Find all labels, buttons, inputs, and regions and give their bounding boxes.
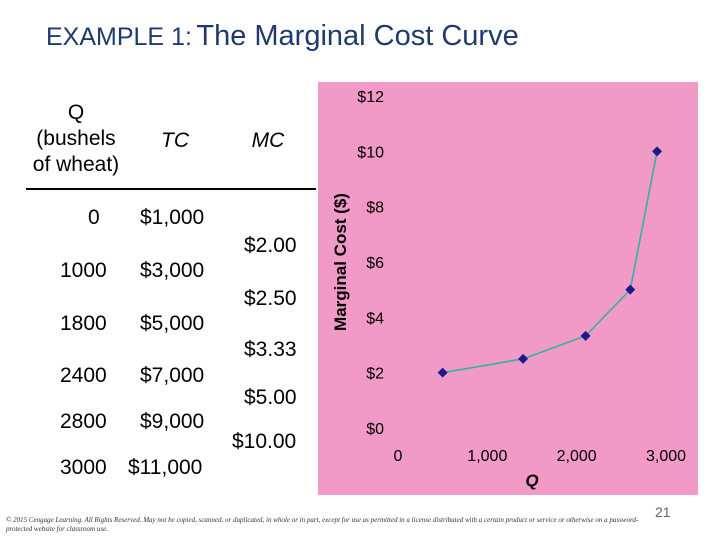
x-tick-label-1: 1,000 (467, 448, 507, 465)
y-tick-label-3: $6 (366, 255, 384, 272)
mc-value-1: $2.00 (244, 234, 297, 257)
slide-title: EXAMPLE 1: The Marginal Cost Curve (46, 20, 519, 53)
header-rule (26, 188, 316, 190)
mc-value-2: $2.50 (244, 287, 297, 310)
copyright-footer: © 2015 Cengage Learning. All Rights Rese… (6, 516, 639, 533)
header-q-unit-1: (bushels (36, 127, 116, 150)
x-tick-label-3: 3,000 (646, 448, 686, 465)
mc-curve-line (442, 151, 658, 374)
y-tick-label-0: $0 (366, 421, 384, 438)
row-5-q: 3000 (60, 456, 107, 479)
row-5-tc: $11,000 (128, 456, 203, 479)
header-q-symbol: Q (67, 101, 85, 124)
y-tick-label-6: $12 (357, 89, 384, 106)
data-point-4 (652, 146, 663, 157)
row-2-q: 1800 (60, 312, 107, 335)
row-2-tc: $5,000 (140, 312, 205, 335)
data-point-2 (580, 330, 591, 341)
header-q-unit-2: of wheat) (32, 153, 120, 176)
header-mc: MC (251, 129, 285, 152)
header-q: Q (bushels of wheat) (22, 100, 130, 178)
x-tick-label-0: 0 (394, 448, 403, 465)
row-1-q: 1000 (60, 259, 107, 282)
x-tick-label-2: 2,000 (557, 448, 597, 465)
chart-panel (318, 82, 698, 495)
row-3-tc: $7,000 (140, 364, 205, 387)
row-4-q: 2800 (60, 410, 107, 433)
page-number: 21 (655, 504, 671, 520)
row-1-tc: $3,000 (140, 259, 205, 282)
data-point-1 (518, 353, 529, 364)
title-prefix: EXAMPLE 1: (46, 23, 192, 51)
row-0-q: 0 (88, 206, 100, 229)
data-point-0 (437, 367, 448, 378)
y-tick-label-4: $8 (366, 200, 384, 217)
data-point-3 (625, 284, 636, 295)
mc-value-4: $5.00 (244, 386, 297, 409)
mc-value-5: $10.00 (232, 430, 297, 453)
row-0-tc: $1,000 (140, 206, 205, 229)
row-3-q: 2400 (60, 364, 107, 387)
row-4-tc: $9,000 (140, 410, 205, 433)
y-tick-label-1: $2 (366, 366, 384, 383)
mc-value-3: $3.33 (244, 338, 297, 361)
y-axis-label: Marginal Cost ($) (331, 193, 350, 331)
title-main: The Marginal Cost Curve (196, 20, 519, 52)
y-tick-label-2: $4 (366, 310, 384, 327)
header-tc: TC (161, 129, 189, 152)
y-tick-label-5: $10 (357, 144, 384, 161)
x-axis-label: Q (525, 471, 538, 490)
